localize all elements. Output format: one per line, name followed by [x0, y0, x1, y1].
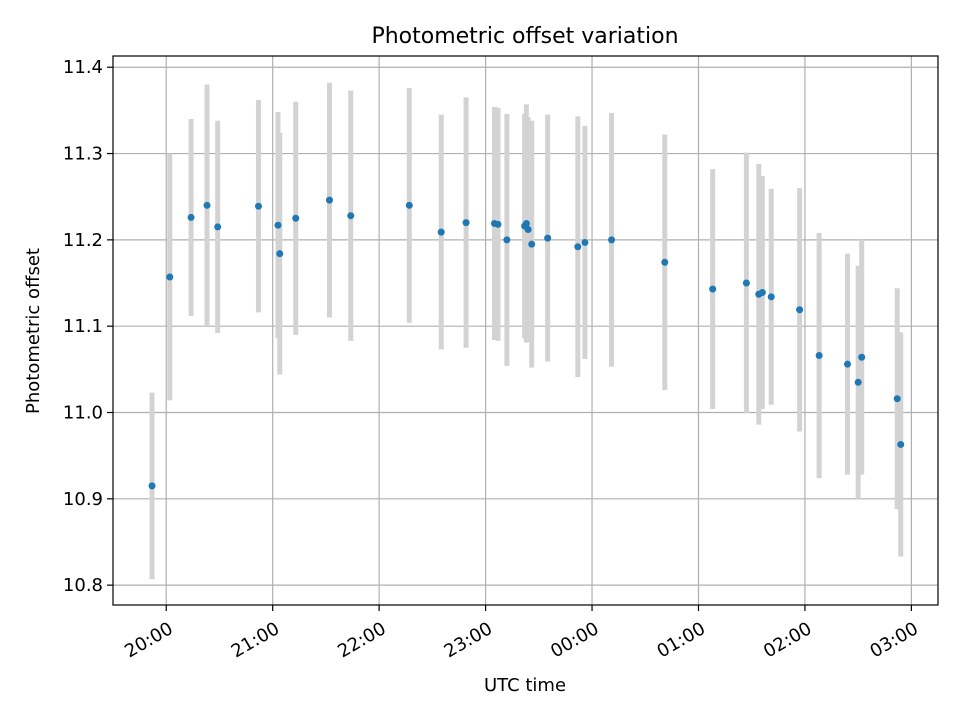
- data-point: [522, 219, 530, 227]
- x-axis-label: UTC time: [484, 675, 566, 696]
- chart-title: Photometric offset variation: [371, 24, 678, 49]
- data-point: [854, 378, 862, 386]
- data-point: [608, 236, 616, 244]
- data-point: [166, 273, 174, 281]
- data-point: [581, 238, 589, 246]
- data-point: [524, 226, 532, 234]
- data-point: [893, 395, 901, 403]
- y-axis-label: Photometric offset: [23, 248, 44, 414]
- data-point: [844, 360, 852, 368]
- data-point: [661, 258, 669, 266]
- data-point: [347, 212, 355, 220]
- y-tick-label: 11.3: [63, 144, 103, 165]
- data-point: [214, 223, 222, 231]
- y-axis: 10.8 10.9 11.0 11.1 11.2 11.3 11.4: [63, 57, 113, 596]
- data-point: [709, 285, 717, 293]
- data-point: [897, 440, 905, 448]
- data-point: [203, 201, 211, 209]
- data-point: [815, 352, 823, 360]
- plot-frame: [112, 55, 939, 606]
- data-point: [276, 250, 284, 258]
- data-point: [494, 220, 502, 228]
- data-point: [574, 243, 582, 251]
- y-tick-label: 10.8: [63, 575, 103, 596]
- data-point: [274, 221, 282, 229]
- y-tick-label: 11.4: [63, 57, 103, 78]
- data-point: [742, 279, 750, 287]
- y-tick-label: 10.9: [63, 489, 103, 510]
- data-point: [325, 196, 333, 204]
- data-point: [148, 482, 156, 490]
- data-point: [254, 202, 262, 210]
- data-point: [858, 353, 866, 361]
- data-point: [437, 228, 445, 236]
- data-point: [544, 234, 552, 242]
- data-point: [187, 213, 195, 221]
- data-point: [405, 201, 413, 209]
- data-point: [292, 214, 300, 222]
- data-point: [503, 236, 511, 244]
- y-tick-label: 11.1: [63, 316, 103, 337]
- data-point: [462, 219, 470, 227]
- y-tick-label: 11.0: [63, 403, 103, 424]
- data-point: [758, 289, 766, 297]
- y-tick-label: 11.2: [63, 230, 103, 251]
- data-point: [796, 306, 804, 314]
- data-points: [148, 196, 905, 490]
- data-point: [528, 240, 536, 248]
- data-point: [767, 293, 775, 301]
